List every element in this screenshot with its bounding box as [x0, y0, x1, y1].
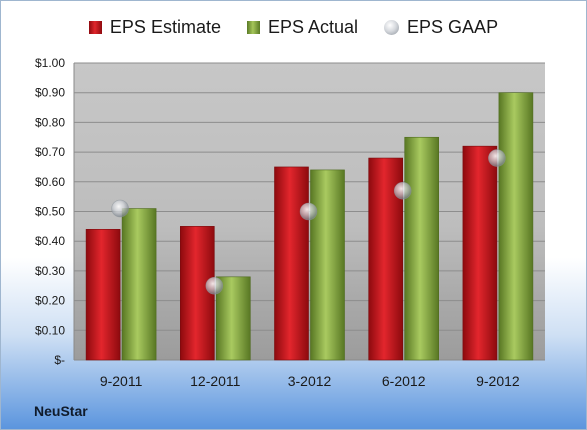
y-tick-label: $0.10 — [35, 323, 65, 337]
y-tick-label: $0.20 — [35, 294, 65, 308]
bar-eps-actual — [310, 169, 345, 361]
y-tick-label: $0.40 — [35, 234, 65, 248]
legend-swatch-estimate — [88, 21, 102, 34]
y-tick-label: $0.50 — [35, 205, 65, 219]
legend-label-estimate: EPS Estimate — [109, 17, 221, 37]
legend-item-gaap: EPS GAAP — [384, 17, 498, 38]
point-eps-gaap — [299, 202, 318, 221]
legend-label-gaap: EPS GAAP — [407, 17, 499, 37]
y-tick-label: $0.90 — [35, 86, 65, 100]
legend-item-actual: EPS Actual — [246, 17, 359, 38]
y-tick-label: $0.80 — [35, 115, 65, 129]
company-name: NeuStar — [34, 403, 88, 419]
y-tick-label: $0.70 — [35, 145, 65, 159]
legend-swatch-actual — [246, 21, 260, 34]
bar-eps-estimate — [180, 226, 215, 361]
x-tick-label: 3-2012 — [288, 373, 332, 389]
legend-item-estimate: EPS Estimate — [88, 17, 221, 38]
x-tick-label: 9-2012 — [476, 373, 520, 389]
x-tick-label: 9-2011 — [100, 373, 143, 389]
point-eps-gaap — [488, 149, 506, 167]
point-eps-gaap — [393, 181, 412, 200]
x-tick-label: 6-2012 — [382, 373, 426, 389]
legend-swatch-gaap — [384, 20, 400, 35]
y-tick-label: $0.60 — [35, 175, 65, 189]
bar-eps-actual — [498, 92, 534, 361]
bar-eps-actual — [121, 208, 157, 361]
bar-eps-estimate — [274, 166, 309, 361]
chart-legend: EPS Estimate EPS Actual EPS GAAP — [1, 17, 586, 38]
bar-eps-actual — [404, 136, 440, 361]
point-eps-gaap — [205, 276, 224, 295]
x-tick-label: 12-2011 — [190, 373, 241, 389]
y-tick-label: $- — [54, 353, 65, 367]
bar-eps-actual — [216, 276, 251, 361]
legend-label-actual: EPS Actual — [267, 17, 359, 37]
point-eps-gaap — [111, 199, 129, 218]
bar-eps-estimate — [85, 229, 121, 361]
y-tick-label: $0.30 — [35, 264, 65, 278]
bar-eps-estimate — [462, 145, 498, 361]
y-tick-label: $1.00 — [35, 56, 65, 70]
